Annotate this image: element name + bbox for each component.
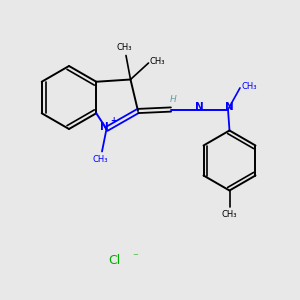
Text: +: + — [110, 116, 116, 125]
Text: N: N — [195, 101, 204, 112]
Text: N: N — [100, 122, 109, 133]
Text: H: H — [170, 95, 177, 104]
Text: ⁻: ⁻ — [133, 252, 139, 262]
Text: Cl: Cl — [108, 254, 120, 268]
Text: CH₃: CH₃ — [150, 57, 165, 66]
Text: CH₃: CH₃ — [241, 82, 257, 91]
Text: N: N — [225, 101, 234, 112]
Text: CH₃: CH₃ — [117, 43, 132, 52]
Text: CH₃: CH₃ — [93, 154, 108, 164]
Text: CH₃: CH₃ — [222, 210, 237, 219]
